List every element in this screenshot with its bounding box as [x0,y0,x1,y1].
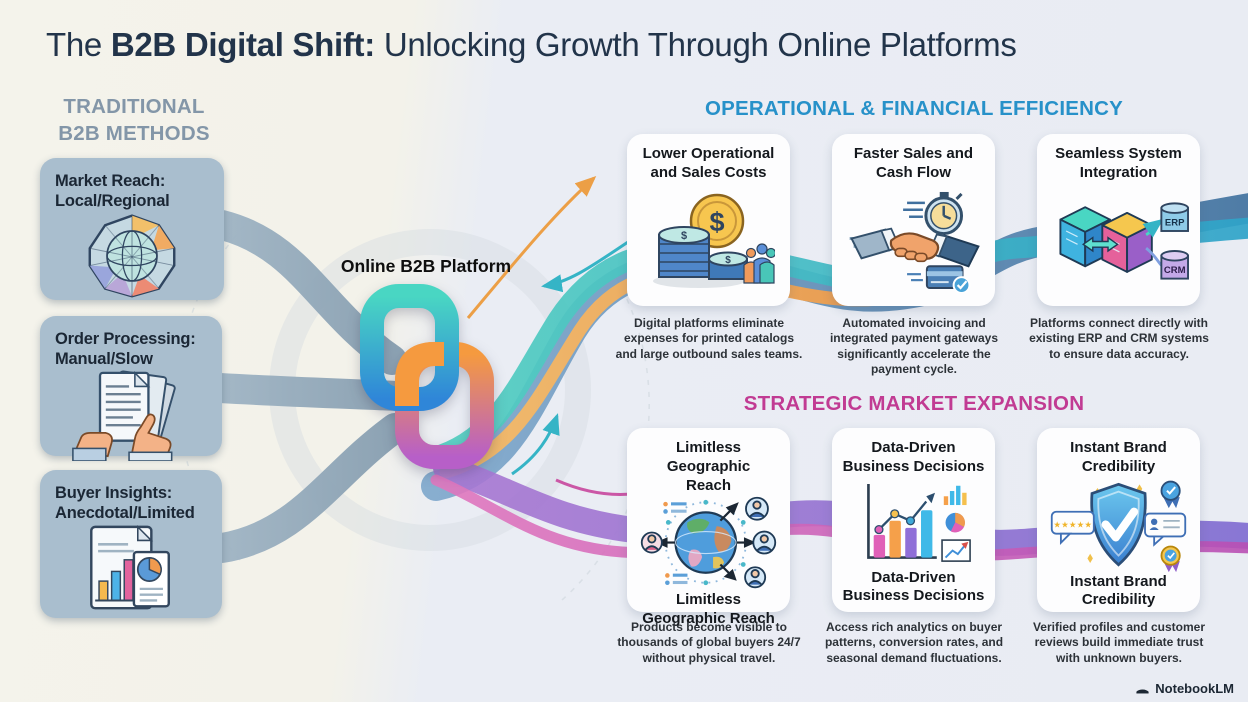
card-brand-credibility: Instant Brand Credibility ★★★★★ [1037,428,1200,612]
card-geographic-reach: Limitless Geographic Reach [627,428,790,627]
card-market-reach: Market Reach: Local/Regional [40,158,224,300]
system-integration-icon: ERP CRM [1045,183,1192,300]
notebooklm-watermark: NotebookLM [1135,681,1234,696]
geometric-globe-icon [55,211,209,299]
page-title-prefix: The [46,26,111,63]
global-reach-icon [635,495,782,591]
card-order-processing: Order Processing: Manual/Slow [40,316,222,462]
card-buyer-insights: Buyer Insights: Anecdotal/Limited [40,470,222,618]
expansion-section-heading: STRATEGIC MARKET EXPANSION [743,392,1085,415]
platform-label: Online B2B Platform [340,256,512,276]
page-title-bold: B2B Digital Shift: [110,26,375,63]
traditional-methods-heading: TRADITIONAL B2B METHODS [58,95,210,145]
notebooklm-logo-icon [1136,689,1149,694]
card-order-processing-title: Order Processing: Manual/Slow [55,330,196,369]
card-brand-credibility-title: Instant Brand Credibility [1070,439,1167,475]
card-geographic-reach-title-bottom: Limitless Geographic Reach [642,591,775,627]
desc-system-integration: Platforms connect directly with existing… [1029,316,1209,361]
card-market-reach-title: Market Reach: Local/Regional [55,172,170,211]
desc-data-driven: Access rich analytics on buyer patterns,… [824,620,1004,665]
report-charts-icon [55,523,207,615]
handshake-stopwatch-icon [840,183,987,300]
card-geographic-reach-title: Limitless Geographic Reach [666,439,751,494]
b2b-platform-knot-icon [360,284,494,469]
card-data-driven: Data-Driven Business Decisions Data-D [832,428,995,612]
card-lower-costs-title: Lower Operational and Sales Costs [642,145,775,181]
trust-shield-icon: ★★★★★ [1045,477,1192,573]
svg-text:$: $ [725,255,731,266]
page-title-tail: Unlocking Growth Through Online Platform… [374,26,1017,63]
card-system-integration-title: Seamless System Integration [1055,145,1182,181]
svg-text:CRM: CRM [1164,265,1186,276]
card-brand-credibility-title-bottom: Instant Brand Credibility [1070,572,1167,609]
card-data-driven-title: Data-Driven Business Decisions [842,439,985,475]
card-buyer-insights-title: Buyer Insights: Anecdotal/Limited [55,484,195,523]
desc-lower-costs: Digital platforms eliminate expenses for… [615,316,803,361]
efficiency-section-heading: OPERATIONAL & FINANCIAL EFFICIENCY [705,97,1123,120]
manual-paperwork-icon [55,369,207,462]
svg-text:$: $ [709,207,724,237]
desc-geographic-reach: Products become visible to thousands of … [617,620,801,665]
card-faster-sales-title: Faster Sales and Cash Flow [853,145,974,181]
svg-text:ERP: ERP [1165,217,1185,228]
card-lower-costs: Lower Operational and Sales Costs $ $ $ [627,134,790,306]
card-data-driven-title-bottom: Data-Driven Business Decisions [842,568,985,605]
svg-text:★★★★★: ★★★★★ [1053,519,1092,529]
svg-text:$: $ [680,230,686,242]
desc-faster-sales: Automated invoicing and integrated payme… [829,316,999,377]
coins-savings-icon: $ $ $ [635,183,782,300]
analytics-chart-icon [840,477,987,569]
desc-brand-credibility: Verified profiles and customer reviews b… [1032,620,1206,665]
card-faster-sales: Faster Sales and Cash Flow [832,134,995,306]
notebooklm-label: NotebookLM [1155,681,1234,696]
card-system-integration: Seamless System Integration ERP [1037,134,1200,306]
page-title: The B2B Digital Shift: Unlocking Growth … [46,26,1017,64]
